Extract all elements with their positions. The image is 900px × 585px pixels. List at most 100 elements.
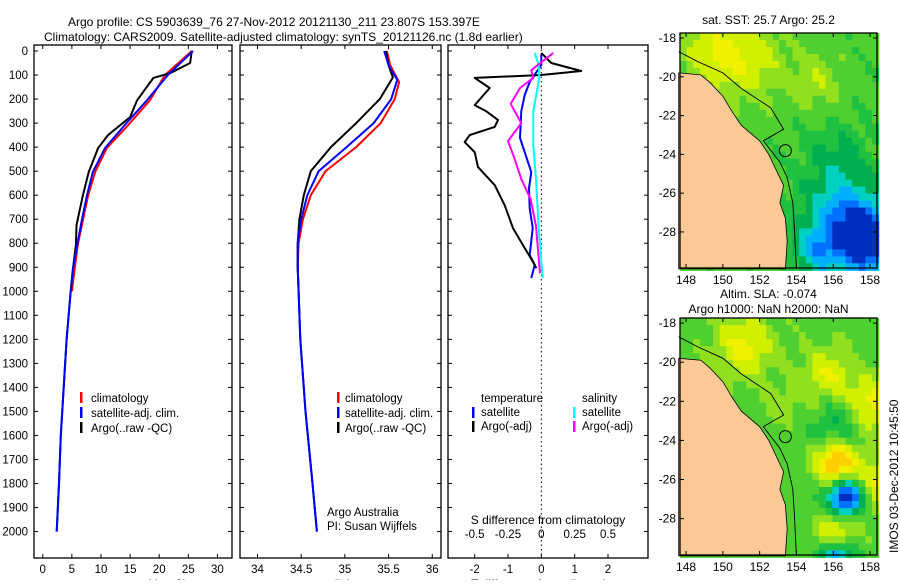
map-cell bbox=[759, 60, 767, 69]
sla-map: 148 150 152 154 156 158 -18 -20 -22 -24 -26 -28 Alti… bbox=[659, 287, 881, 574]
y-tick-label: 1000 bbox=[2, 286, 28, 298]
map-cell bbox=[825, 179, 833, 188]
map-cell bbox=[799, 40, 807, 48]
legend-swatch-argo bbox=[337, 422, 340, 433]
bathymetry-contour bbox=[678, 336, 797, 556]
map-cell bbox=[865, 200, 873, 209]
map-cell bbox=[752, 123, 760, 132]
x-tick-label: 25 bbox=[182, 564, 195, 576]
map-cell bbox=[759, 346, 767, 354]
lat-tick-label: -20 bbox=[659, 355, 677, 369]
map-cell bbox=[838, 116, 847, 125]
map-cell bbox=[693, 339, 701, 347]
map-cell bbox=[779, 367, 787, 375]
map-cell bbox=[838, 214, 847, 223]
map-cell bbox=[832, 543, 840, 551]
map-cell bbox=[812, 374, 820, 382]
map-cell bbox=[693, 67, 701, 76]
map-cell bbox=[779, 109, 787, 118]
map-cell bbox=[858, 402, 866, 411]
map-cell bbox=[805, 437, 813, 446]
map-cell bbox=[805, 88, 813, 97]
map-cell bbox=[785, 416, 794, 425]
map-cell bbox=[779, 487, 787, 495]
map-cell bbox=[872, 151, 880, 160]
map-cell bbox=[865, 95, 873, 104]
map-cell bbox=[812, 444, 820, 453]
map-cell bbox=[825, 325, 833, 333]
map-cell bbox=[739, 47, 747, 55]
map-cell bbox=[805, 47, 813, 55]
map-cell bbox=[805, 74, 813, 83]
map-cell bbox=[858, 53, 866, 62]
map-cell bbox=[706, 33, 714, 41]
series-line-satellite-adj-clim- bbox=[55, 50, 194, 532]
map-cell bbox=[785, 200, 794, 209]
map-cell bbox=[805, 515, 813, 523]
map-cell bbox=[872, 465, 880, 474]
legend-label: climatology bbox=[345, 393, 403, 405]
map-cell bbox=[766, 360, 774, 368]
map-cell bbox=[779, 332, 787, 340]
map-cell bbox=[838, 172, 847, 181]
map-cell bbox=[825, 256, 833, 264]
map-cell bbox=[792, 437, 800, 446]
map-cell bbox=[838, 263, 847, 271]
map-cell bbox=[832, 353, 840, 361]
map-cell bbox=[838, 402, 847, 411]
map-cell bbox=[832, 458, 840, 467]
map-cell bbox=[772, 430, 780, 439]
map-cell bbox=[799, 214, 807, 223]
map-cell bbox=[872, 374, 880, 382]
map-cell bbox=[792, 339, 800, 347]
map-cell bbox=[852, 318, 860, 326]
map-cell bbox=[812, 437, 820, 446]
map-cell bbox=[819, 515, 827, 523]
map-cell bbox=[845, 437, 853, 446]
map-cell bbox=[858, 381, 866, 389]
map-cell bbox=[852, 67, 860, 76]
map-cell bbox=[845, 458, 853, 467]
map-cell bbox=[805, 186, 813, 195]
map-cell bbox=[726, 367, 734, 375]
map-cell bbox=[865, 40, 873, 48]
map-cell bbox=[785, 74, 794, 83]
map-cell bbox=[713, 47, 721, 55]
map-cell bbox=[832, 325, 840, 333]
map-cell bbox=[872, 437, 880, 446]
map-cell bbox=[766, 95, 774, 104]
map-cell bbox=[819, 242, 827, 250]
map-cell bbox=[680, 60, 688, 69]
map-cell bbox=[805, 137, 813, 146]
map-cell bbox=[812, 381, 820, 389]
map-cell bbox=[785, 179, 794, 188]
map-cell bbox=[858, 536, 866, 544]
map-cell bbox=[825, 95, 833, 104]
map-cell bbox=[805, 123, 813, 132]
map-cell bbox=[872, 235, 880, 243]
map-cell bbox=[779, 33, 787, 41]
map-cell bbox=[819, 367, 827, 375]
map-cell bbox=[779, 137, 787, 146]
map-cell bbox=[838, 221, 847, 230]
map-cell bbox=[832, 200, 840, 209]
map-cell bbox=[858, 325, 866, 333]
map-cell bbox=[766, 381, 774, 389]
map-cell bbox=[858, 74, 866, 83]
map-cell bbox=[819, 130, 827, 139]
x-tick-label: -1 bbox=[503, 564, 513, 576]
map-cell bbox=[812, 501, 820, 509]
map-cell bbox=[872, 318, 880, 326]
map-cell bbox=[766, 53, 774, 62]
map-cell bbox=[872, 458, 880, 467]
map-cell bbox=[785, 465, 794, 474]
map-cell bbox=[785, 487, 794, 495]
map-cell bbox=[792, 430, 800, 439]
map-cell bbox=[825, 102, 833, 111]
map-cell bbox=[752, 130, 760, 139]
map-cell bbox=[852, 451, 860, 460]
map-cell bbox=[865, 529, 873, 537]
map-cell bbox=[772, 395, 780, 403]
map-cell bbox=[872, 263, 880, 271]
map-cell bbox=[832, 374, 840, 382]
